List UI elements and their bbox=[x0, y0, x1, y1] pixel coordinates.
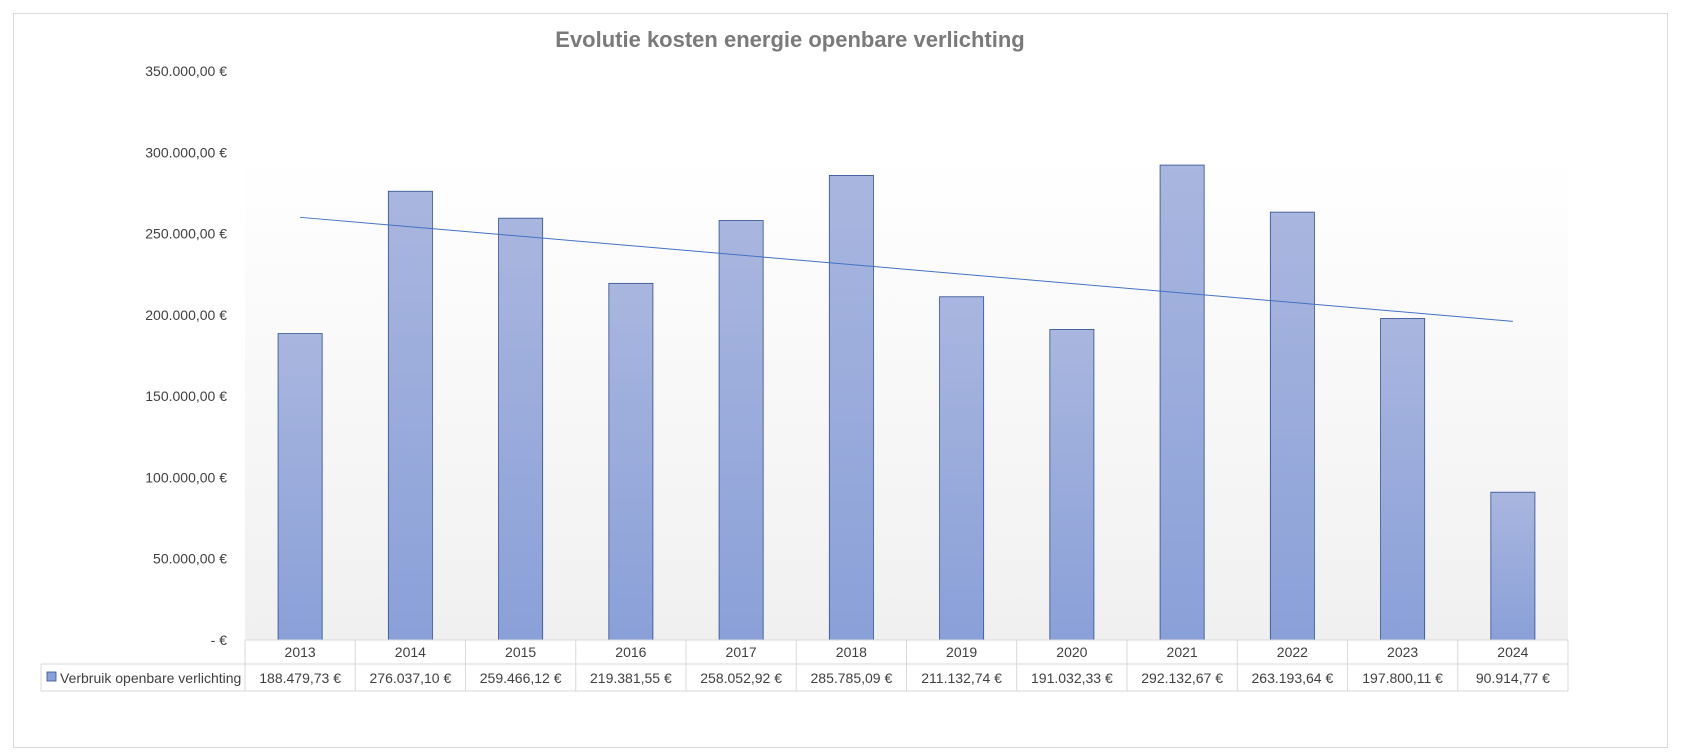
data-table-value: 211.132,74 € bbox=[921, 670, 1002, 686]
trendline bbox=[300, 216, 1513, 322]
data-table: 2013 188.479,73 € 2014 276.037,10 € 2015 259.… bbox=[40, 639, 1569, 692]
data-table-value: 191.032,33 € bbox=[1031, 670, 1113, 686]
bar-2013 bbox=[277, 333, 323, 641]
category-label: 2017 bbox=[726, 644, 757, 660]
bar-2015 bbox=[498, 217, 544, 641]
bar-2021 bbox=[1159, 164, 1205, 641]
y-tick-label: - € bbox=[211, 632, 228, 648]
y-tick-label: 350.000,00 € bbox=[145, 63, 227, 79]
category-label: 2013 bbox=[285, 644, 316, 660]
data-table-value: 90.914,77 € bbox=[1476, 670, 1550, 686]
category-label: 2021 bbox=[1167, 644, 1198, 660]
category-label: 2022 bbox=[1277, 644, 1308, 660]
data-table-value: 188.479,73 € bbox=[259, 670, 341, 686]
y-tick-label: 100.000,00 € bbox=[145, 469, 227, 485]
y-axis: - € 50.000,00 € 100.000,00 € 150.000,00 € 20… bbox=[145, 63, 227, 648]
bar-2024 bbox=[1490, 491, 1536, 641]
y-tick-label: 300.000,00 € bbox=[145, 144, 227, 160]
chart-title: Evolutie kosten energie openbare verlich… bbox=[555, 27, 1024, 52]
category-label: 2015 bbox=[505, 644, 536, 660]
chart-frame: Evolutie kosten energie openbare verlich… bbox=[13, 13, 1668, 748]
trendline-group bbox=[300, 216, 1513, 322]
data-table-value: 276.037,10 € bbox=[370, 670, 452, 686]
plot-area-background bbox=[245, 154, 1568, 640]
category-label: 2020 bbox=[1056, 644, 1087, 660]
bar-2023 bbox=[1380, 318, 1426, 641]
legend-series-name: Verbruik openbare verlichting bbox=[60, 670, 241, 686]
category-label: 2024 bbox=[1497, 644, 1528, 660]
y-tick-label: 200.000,00 € bbox=[145, 307, 227, 323]
y-tick-label: 50.000,00 € bbox=[153, 551, 227, 567]
data-table-value: 292.132,67 € bbox=[1141, 670, 1223, 686]
bar-2020 bbox=[1049, 329, 1095, 641]
data-table-value: 197.800,11 € bbox=[1362, 670, 1443, 686]
bars bbox=[277, 164, 1536, 641]
category-label: 2019 bbox=[946, 644, 977, 660]
bar-2018 bbox=[828, 174, 874, 641]
data-table-value: 263.193,64 € bbox=[1252, 670, 1334, 686]
bar-chart: Evolutie kosten energie openbare verlich… bbox=[40, 27, 1569, 692]
data-table-value: 258.052,92 € bbox=[700, 670, 782, 686]
bar-2016 bbox=[608, 282, 654, 641]
legend-key bbox=[46, 671, 57, 682]
data-table-value: 285.785,09 € bbox=[811, 670, 893, 686]
bar-2019 bbox=[939, 296, 985, 641]
category-label: 2014 bbox=[395, 644, 426, 660]
bar-2014 bbox=[387, 190, 433, 641]
bar-2022 bbox=[1269, 211, 1315, 641]
bar-2017 bbox=[718, 220, 764, 641]
y-tick-label: 150.000,00 € bbox=[145, 388, 227, 404]
category-label: 2023 bbox=[1387, 644, 1418, 660]
category-label: 2016 bbox=[615, 644, 646, 660]
category-label: 2018 bbox=[836, 644, 867, 660]
y-tick-label: 250.000,00 € bbox=[145, 226, 227, 242]
data-table-value: 219.381,55 € bbox=[590, 670, 672, 686]
data-table-value: 259.466,12 € bbox=[480, 670, 562, 686]
